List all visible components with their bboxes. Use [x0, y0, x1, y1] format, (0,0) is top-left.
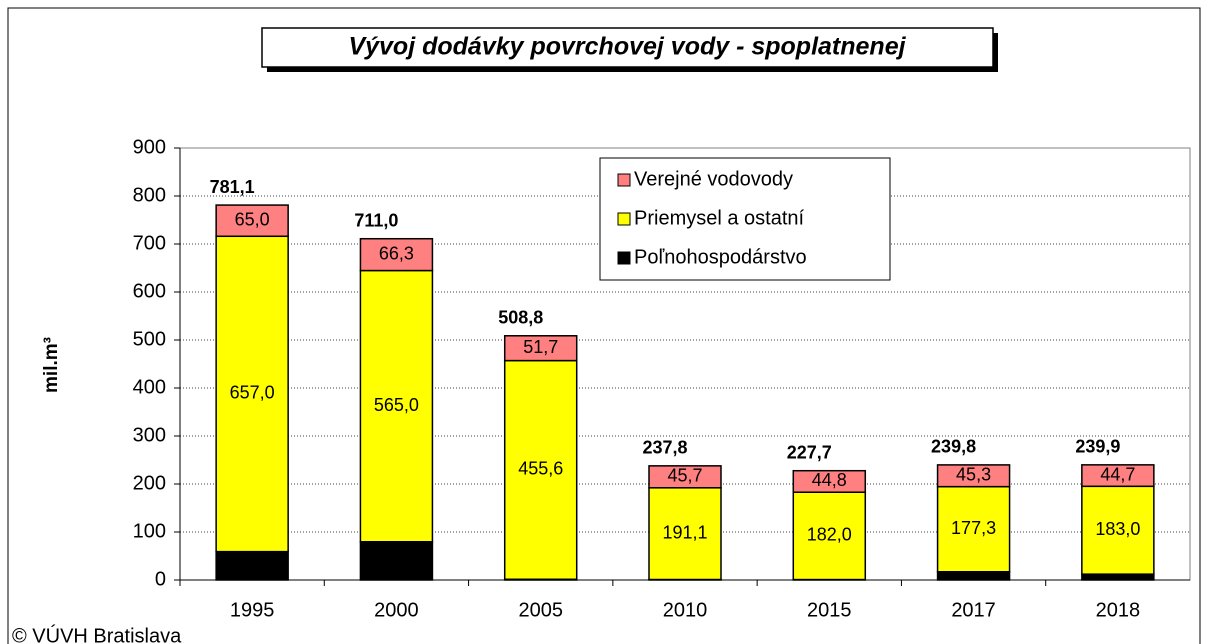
bar-segment — [215, 204, 289, 238]
y-tick-label: 0 — [155, 568, 166, 590]
y-tick-label: 500 — [133, 328, 166, 350]
total-label: 237,8 — [642, 438, 687, 458]
x-tick-label: 2018 — [1096, 599, 1141, 621]
x-tick-label: 2015 — [807, 599, 852, 621]
bar-segment — [359, 540, 434, 581]
value-label: 182,0 — [807, 525, 852, 545]
value-label: 51,7 — [523, 337, 558, 357]
bar-segment — [359, 237, 434, 272]
value-label: 191,1 — [662, 522, 707, 542]
y-tick-label: 800 — [133, 184, 166, 206]
value-label: 44,8 — [812, 470, 847, 490]
bar-segment — [936, 485, 1011, 573]
bar-segment — [215, 235, 289, 553]
bar-segment — [648, 465, 722, 489]
value-label: 565,0 — [374, 395, 419, 415]
x-tick-label: 2010 — [663, 599, 708, 621]
value-label: 66,3 — [379, 243, 414, 263]
bar-segment — [792, 469, 867, 493]
total-label: 711,0 — [354, 210, 398, 230]
total-label: 781,1 — [210, 177, 255, 197]
value-label: 455,6 — [518, 459, 563, 479]
bar-segment — [792, 491, 867, 581]
total-label: 239,9 — [1075, 437, 1120, 457]
total-label: 227,7 — [787, 442, 832, 462]
value-label: 65,0 — [235, 209, 270, 229]
bar-segment — [1081, 464, 1155, 488]
bar-segment — [215, 550, 289, 581]
frame — [7, 7, 1201, 644]
legend-label: Priemysel a ostatní — [634, 207, 805, 229]
title-box — [261, 27, 994, 68]
legend-swatch — [617, 251, 631, 265]
bar-segment — [503, 359, 578, 581]
value-label: 183,0 — [1095, 519, 1140, 539]
bar-segment — [648, 487, 722, 581]
total-label: 508,8 — [498, 308, 543, 328]
y-tick-label: 100 — [133, 520, 166, 542]
bar-segment — [1081, 573, 1155, 581]
y-tick-label: 900 — [133, 136, 166, 158]
x-tick-label: 1995 — [230, 599, 275, 621]
footer: © VÚVH Bratislava — [12, 624, 182, 644]
y-tick-label: 400 — [133, 376, 166, 398]
value-label: 177,3 — [951, 518, 996, 538]
y-tick-label: 600 — [133, 280, 166, 302]
value-label: 657,0 — [230, 383, 275, 403]
y-tick-label: 300 — [133, 424, 166, 446]
legend-box — [599, 157, 891, 281]
total-label: 239,8 — [931, 437, 976, 457]
bar-segment — [936, 570, 1011, 581]
y-tick-label: 700 — [133, 232, 166, 254]
legend-label: Poľnohospodárstvo — [634, 246, 807, 268]
x-tick-label: 2017 — [951, 599, 996, 621]
legend-swatch — [617, 173, 631, 187]
value-label: 44,7 — [1100, 464, 1135, 484]
y-axis-label: mil.m³ — [41, 337, 62, 393]
bar-segment — [359, 269, 434, 543]
x-tick-label: 2005 — [518, 599, 563, 621]
chart-title: Vývoj dodávky povrchovej vody - spoplatn… — [348, 33, 906, 61]
bar-segment — [503, 335, 578, 362]
legend-swatch — [617, 212, 631, 226]
value-label: 45,3 — [956, 465, 991, 485]
x-tick-label: 2000 — [374, 599, 419, 621]
legend-label: Verejné vodovody — [634, 168, 793, 190]
value-label: 45,7 — [667, 466, 702, 486]
y-tick-label: 200 — [133, 472, 166, 494]
bar-segment — [936, 464, 1011, 488]
